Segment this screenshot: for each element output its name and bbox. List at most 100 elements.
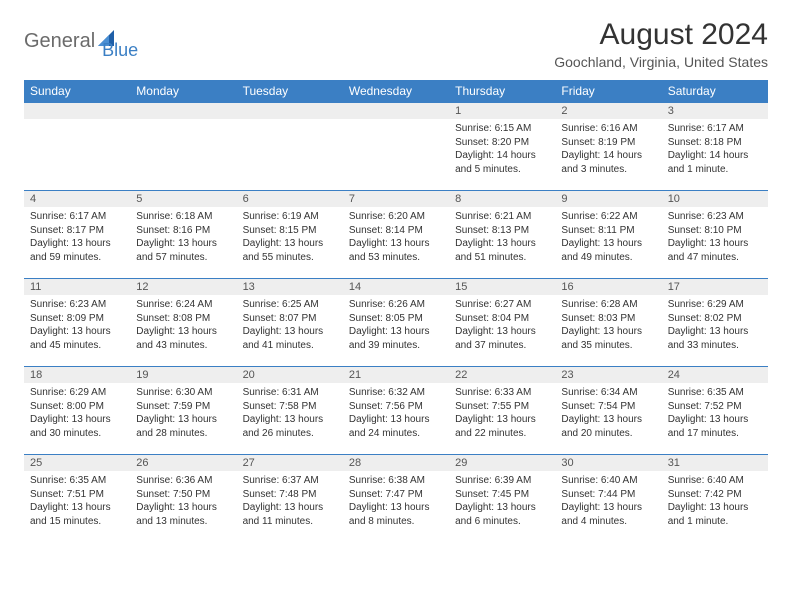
- day-number: 21: [343, 367, 449, 383]
- calendar-empty-cell: .: [237, 103, 343, 191]
- weekday-header: Tuesday: [237, 80, 343, 103]
- calendar-day-cell: 30Sunrise: 6:40 AMSunset: 7:44 PMDayligh…: [555, 455, 661, 543]
- calendar-day-cell: 18Sunrise: 6:29 AMSunset: 8:00 PMDayligh…: [24, 367, 130, 455]
- month-title: August 2024: [554, 18, 768, 52]
- calendar-day-cell: 11Sunrise: 6:23 AMSunset: 8:09 PMDayligh…: [24, 279, 130, 367]
- day-details: Sunrise: 6:30 AMSunset: 7:59 PMDaylight:…: [130, 383, 236, 444]
- day-details: Sunrise: 6:35 AMSunset: 7:52 PMDaylight:…: [662, 383, 768, 444]
- day-number: 30: [555, 455, 661, 471]
- day-number: 12: [130, 279, 236, 295]
- day-number: 18: [24, 367, 130, 383]
- day-details: Sunrise: 6:27 AMSunset: 8:04 PMDaylight:…: [449, 295, 555, 356]
- day-number: 7: [343, 191, 449, 207]
- day-details: Sunrise: 6:29 AMSunset: 8:02 PMDaylight:…: [662, 295, 768, 356]
- weekday-header: Sunday: [24, 80, 130, 103]
- day-details: Sunrise: 6:40 AMSunset: 7:44 PMDaylight:…: [555, 471, 661, 532]
- day-number: 15: [449, 279, 555, 295]
- day-number: 24: [662, 367, 768, 383]
- day-number: 6: [237, 191, 343, 207]
- day-details: Sunrise: 6:19 AMSunset: 8:15 PMDaylight:…: [237, 207, 343, 268]
- calendar-day-cell: 12Sunrise: 6:24 AMSunset: 8:08 PMDayligh…: [130, 279, 236, 367]
- day-number: 29: [449, 455, 555, 471]
- weekday-header: Monday: [130, 80, 236, 103]
- calendar-day-cell: 4Sunrise: 6:17 AMSunset: 8:17 PMDaylight…: [24, 191, 130, 279]
- day-number: 23: [555, 367, 661, 383]
- day-details: Sunrise: 6:25 AMSunset: 8:07 PMDaylight:…: [237, 295, 343, 356]
- calendar-day-cell: 15Sunrise: 6:27 AMSunset: 8:04 PMDayligh…: [449, 279, 555, 367]
- day-number: 3: [662, 103, 768, 119]
- page-header: General Blue August 2024 Goochland, Virg…: [24, 18, 768, 70]
- logo-text-general: General: [24, 30, 95, 53]
- day-details: Sunrise: 6:21 AMSunset: 8:13 PMDaylight:…: [449, 207, 555, 268]
- day-number: 10: [662, 191, 768, 207]
- day-details: Sunrise: 6:33 AMSunset: 7:55 PMDaylight:…: [449, 383, 555, 444]
- day-number: 14: [343, 279, 449, 295]
- calendar-day-cell: 29Sunrise: 6:39 AMSunset: 7:45 PMDayligh…: [449, 455, 555, 543]
- weekday-header: Saturday: [662, 80, 768, 103]
- day-details: Sunrise: 6:40 AMSunset: 7:42 PMDaylight:…: [662, 471, 768, 532]
- calendar-day-cell: 26Sunrise: 6:36 AMSunset: 7:50 PMDayligh…: [130, 455, 236, 543]
- day-number: 9: [555, 191, 661, 207]
- day-details: Sunrise: 6:32 AMSunset: 7:56 PMDaylight:…: [343, 383, 449, 444]
- day-details: Sunrise: 6:22 AMSunset: 8:11 PMDaylight:…: [555, 207, 661, 268]
- calendar-day-cell: 2Sunrise: 6:16 AMSunset: 8:19 PMDaylight…: [555, 103, 661, 191]
- day-number: 8: [449, 191, 555, 207]
- calendar-row: 25Sunrise: 6:35 AMSunset: 7:51 PMDayligh…: [24, 455, 768, 543]
- calendar-day-cell: 17Sunrise: 6:29 AMSunset: 8:02 PMDayligh…: [662, 279, 768, 367]
- day-details: Sunrise: 6:38 AMSunset: 7:47 PMDaylight:…: [343, 471, 449, 532]
- calendar-day-cell: 25Sunrise: 6:35 AMSunset: 7:51 PMDayligh…: [24, 455, 130, 543]
- day-details: Sunrise: 6:23 AMSunset: 8:09 PMDaylight:…: [24, 295, 130, 356]
- day-details: Sunrise: 6:35 AMSunset: 7:51 PMDaylight:…: [24, 471, 130, 532]
- day-details: Sunrise: 6:17 AMSunset: 8:17 PMDaylight:…: [24, 207, 130, 268]
- location-text: Goochland, Virginia, United States: [554, 54, 768, 70]
- calendar-empty-cell: .: [24, 103, 130, 191]
- day-number: 31: [662, 455, 768, 471]
- calendar-day-cell: 8Sunrise: 6:21 AMSunset: 8:13 PMDaylight…: [449, 191, 555, 279]
- day-number: 17: [662, 279, 768, 295]
- calendar-empty-cell: .: [343, 103, 449, 191]
- day-details: Sunrise: 6:26 AMSunset: 8:05 PMDaylight:…: [343, 295, 449, 356]
- weekday-header: Friday: [555, 80, 661, 103]
- calendar-day-cell: 23Sunrise: 6:34 AMSunset: 7:54 PMDayligh…: [555, 367, 661, 455]
- day-number: 16: [555, 279, 661, 295]
- day-details: Sunrise: 6:36 AMSunset: 7:50 PMDaylight:…: [130, 471, 236, 532]
- calendar-day-cell: 5Sunrise: 6:18 AMSunset: 8:16 PMDaylight…: [130, 191, 236, 279]
- calendar-row: 4Sunrise: 6:17 AMSunset: 8:17 PMDaylight…: [24, 191, 768, 279]
- day-details: Sunrise: 6:16 AMSunset: 8:19 PMDaylight:…: [555, 119, 661, 180]
- day-number: 11: [24, 279, 130, 295]
- calendar-day-cell: 3Sunrise: 6:17 AMSunset: 8:18 PMDaylight…: [662, 103, 768, 191]
- calendar-day-cell: 7Sunrise: 6:20 AMSunset: 8:14 PMDaylight…: [343, 191, 449, 279]
- calendar-row: 18Sunrise: 6:29 AMSunset: 8:00 PMDayligh…: [24, 367, 768, 455]
- calendar-table: SundayMondayTuesdayWednesdayThursdayFrid…: [24, 80, 768, 543]
- day-details: Sunrise: 6:17 AMSunset: 8:18 PMDaylight:…: [662, 119, 768, 180]
- calendar-row: 11Sunrise: 6:23 AMSunset: 8:09 PMDayligh…: [24, 279, 768, 367]
- day-details: Sunrise: 6:31 AMSunset: 7:58 PMDaylight:…: [237, 383, 343, 444]
- day-number: .: [343, 103, 449, 119]
- logo-text-blue: Blue: [102, 40, 138, 61]
- day-number: 25: [24, 455, 130, 471]
- calendar-day-cell: 27Sunrise: 6:37 AMSunset: 7:48 PMDayligh…: [237, 455, 343, 543]
- day-details: Sunrise: 6:34 AMSunset: 7:54 PMDaylight:…: [555, 383, 661, 444]
- calendar-day-cell: 6Sunrise: 6:19 AMSunset: 8:15 PMDaylight…: [237, 191, 343, 279]
- weekday-header-row: SundayMondayTuesdayWednesdayThursdayFrid…: [24, 80, 768, 103]
- day-number: 5: [130, 191, 236, 207]
- day-number: 4: [24, 191, 130, 207]
- calendar-day-cell: 22Sunrise: 6:33 AMSunset: 7:55 PMDayligh…: [449, 367, 555, 455]
- day-details: Sunrise: 6:20 AMSunset: 8:14 PMDaylight:…: [343, 207, 449, 268]
- brand-logo: General Blue: [24, 22, 138, 61]
- day-details: Sunrise: 6:24 AMSunset: 8:08 PMDaylight:…: [130, 295, 236, 356]
- calendar-day-cell: 1Sunrise: 6:15 AMSunset: 8:20 PMDaylight…: [449, 103, 555, 191]
- day-number: 27: [237, 455, 343, 471]
- day-details: Sunrise: 6:23 AMSunset: 8:10 PMDaylight:…: [662, 207, 768, 268]
- calendar-day-cell: 13Sunrise: 6:25 AMSunset: 8:07 PMDayligh…: [237, 279, 343, 367]
- day-number: 28: [343, 455, 449, 471]
- day-number: 22: [449, 367, 555, 383]
- day-number: 13: [237, 279, 343, 295]
- calendar-day-cell: 20Sunrise: 6:31 AMSunset: 7:58 PMDayligh…: [237, 367, 343, 455]
- day-details: Sunrise: 6:39 AMSunset: 7:45 PMDaylight:…: [449, 471, 555, 532]
- day-details: Sunrise: 6:28 AMSunset: 8:03 PMDaylight:…: [555, 295, 661, 356]
- day-number: .: [237, 103, 343, 119]
- calendar-day-cell: 21Sunrise: 6:32 AMSunset: 7:56 PMDayligh…: [343, 367, 449, 455]
- calendar-day-cell: 31Sunrise: 6:40 AMSunset: 7:42 PMDayligh…: [662, 455, 768, 543]
- title-block: August 2024 Goochland, Virginia, United …: [554, 18, 768, 70]
